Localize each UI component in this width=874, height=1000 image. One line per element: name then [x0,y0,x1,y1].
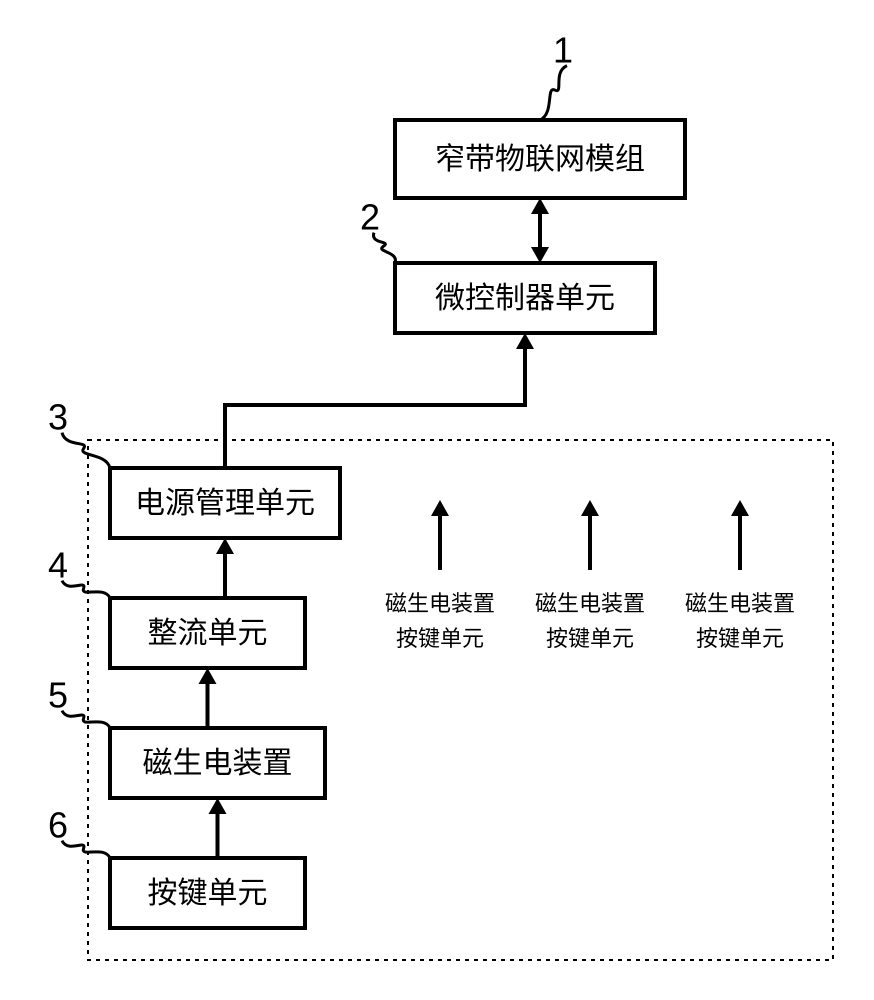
sub-label-line1: 磁生电装置 [685,591,795,616]
leader-squiggle [62,433,110,468]
number-label-l2: 2 [360,197,380,238]
number-label-l5: 5 [48,675,68,716]
arrow-head [216,538,234,554]
leader-squiggle [62,711,110,728]
arrow-head [531,198,549,214]
arrow-head [209,798,227,814]
node-label-n1: 窄带物联网模组 [435,143,645,176]
node-label-n2: 微控制器单元 [435,282,615,315]
arrow-head [516,333,534,349]
sub-label-line1: 磁生电装置 [535,591,645,616]
leader-squiggle [540,66,567,120]
arrow-head [531,247,549,263]
sub-label-line1: 磁生电装置 [385,591,495,616]
node-label-n6: 按键单元 [148,877,268,910]
node-label-n5: 磁生电装置 [143,747,293,780]
node-label-n3: 电源管理单元 [135,487,315,520]
leader-squiggle [62,841,110,858]
number-label-l4: 4 [48,545,68,586]
arrow-head [731,500,749,516]
number-label-l3: 3 [48,397,68,438]
leader-squiggle [62,581,110,598]
sub-label-line2: 按键单元 [396,626,484,651]
sub-label-line2: 按键单元 [546,626,634,651]
number-label-l1: 1 [553,30,573,71]
node-label-n4: 整流单元 [148,617,268,650]
arrow-head [581,500,599,516]
elbow-edge [225,349,525,468]
arrow-head [199,668,217,684]
number-label-l6: 6 [48,805,68,846]
arrow-head [431,500,449,516]
sub-label-line2: 按键单元 [696,626,784,651]
